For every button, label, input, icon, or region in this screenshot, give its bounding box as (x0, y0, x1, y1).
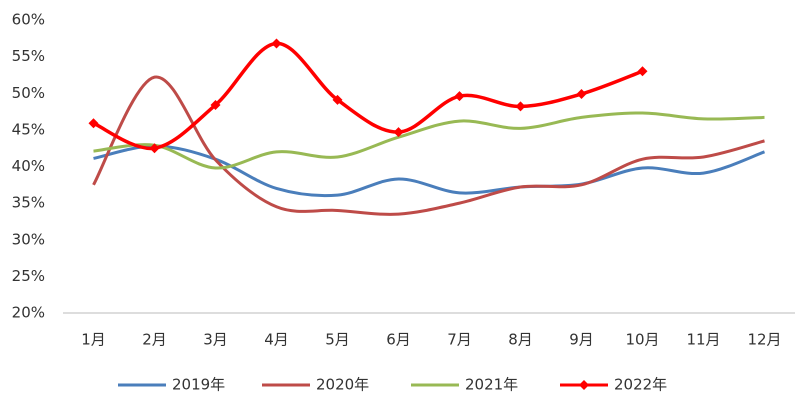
y-tick-label: 20% (12, 304, 45, 322)
y-tick-label: 40% (12, 157, 45, 175)
marker (149, 143, 160, 154)
x-tick-label: 5月 (325, 331, 350, 349)
x-tick-label: 7月 (447, 331, 472, 349)
x-tick-label: 6月 (386, 331, 411, 349)
x-tick-label: 10月 (625, 331, 659, 349)
legend-label: 2019年 (172, 376, 225, 394)
y-tick-label: 35% (12, 194, 45, 212)
series-line (93, 144, 766, 198)
series-line (92, 41, 644, 151)
marker (271, 38, 282, 49)
y-tick-label: 55% (12, 47, 45, 65)
x-tick-label: 1月 (81, 331, 106, 349)
x-tick-label: 12月 (747, 331, 781, 349)
series-line (92, 75, 765, 216)
legend-label: 2022年 (614, 376, 667, 394)
x-tick-label: 2月 (142, 331, 167, 349)
x-tick-label: 8月 (508, 331, 533, 349)
series-line (93, 111, 765, 170)
marker (515, 101, 526, 112)
x-tick-label: 11月 (686, 331, 720, 349)
marker (332, 94, 343, 105)
legend-label: 2020年 (316, 376, 369, 394)
x-tick-label: 4月 (264, 331, 289, 349)
y-tick-label: 50% (12, 84, 45, 102)
marker (454, 91, 465, 102)
y-tick-label: 25% (12, 267, 45, 285)
x-tick-label: 3月 (203, 331, 228, 349)
marker (637, 66, 648, 77)
marker (393, 127, 404, 138)
y-tick-label: 30% (12, 230, 45, 248)
marker (576, 88, 587, 99)
legend-marker (579, 380, 589, 390)
marker (88, 118, 99, 129)
legend-label: 2021年 (465, 376, 518, 394)
marker (210, 99, 221, 110)
y-tick-label: 45% (12, 120, 45, 138)
x-tick-label: 9月 (569, 331, 594, 349)
y-tick-label: 60% (12, 11, 45, 29)
